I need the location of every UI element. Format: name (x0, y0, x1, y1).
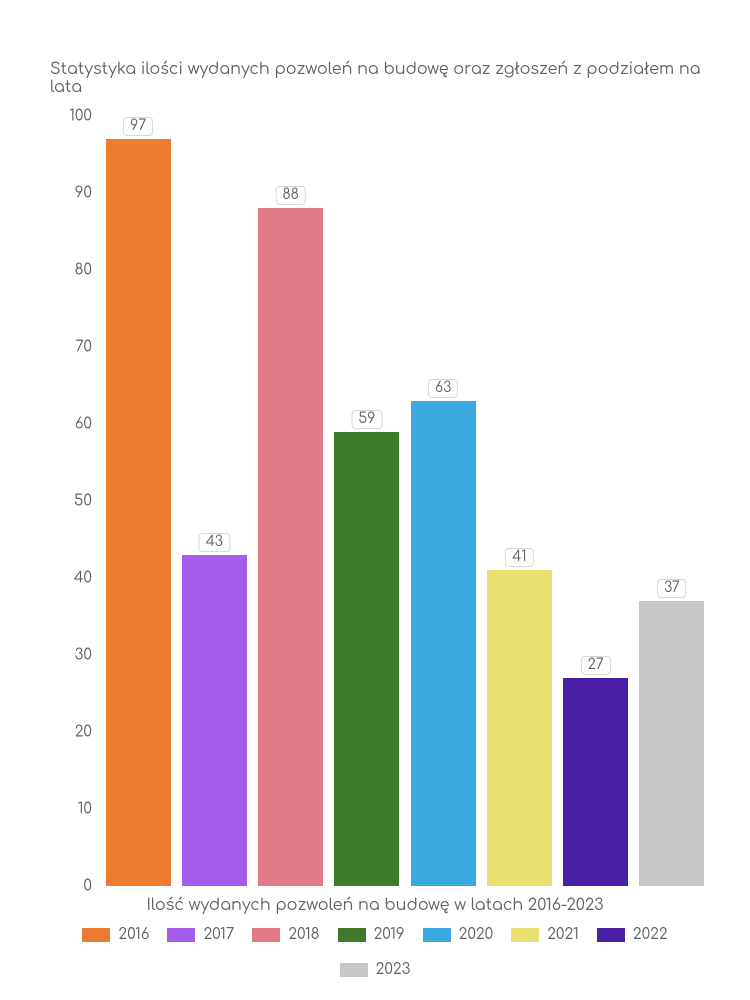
y-tick-label: 60 (75, 416, 92, 433)
y-tick-label: 50 (74, 493, 92, 510)
y-tick-label: 10 (78, 801, 92, 818)
bars-area: 9743885963412737 (100, 116, 710, 886)
chart-container: Statystyka ilości wydanych pozwoleń na b… (0, 0, 750, 1000)
y-tick-label: 70 (75, 339, 92, 356)
legend-label: 2023 (376, 961, 411, 978)
bar-2019: 59 (334, 432, 399, 886)
bar-value-label: 37 (657, 579, 687, 598)
y-tick-label: 30 (75, 647, 92, 664)
legend-swatch (511, 928, 539, 942)
legend-swatch (252, 928, 280, 942)
legend-item-2018: 2018 (252, 926, 319, 943)
bar-value-label: 97 (123, 117, 153, 136)
legend: 2016 2017 2018 2019 2020 2021 2022 2023 (40, 926, 710, 978)
y-tick-label: 0 (83, 878, 92, 895)
y-tick-label: 100 (69, 108, 92, 125)
legend-label: 2016 (118, 926, 149, 943)
bar-value-label: 63 (428, 379, 458, 398)
legend-label: 2020 (459, 926, 494, 943)
bar-2020: 63 (411, 401, 476, 886)
legend-label: 2022 (633, 926, 668, 943)
bar-value-label: 41 (505, 548, 533, 567)
bar-2016: 97 (106, 139, 171, 886)
legend-item-2017: 2017 (167, 926, 234, 943)
bar-2023: 37 (639, 601, 704, 886)
plot-area: 0102030405060708090100 9743885963412737 (40, 116, 710, 886)
legend-label: 2021 (547, 926, 579, 943)
legend-item-2019: 2019 (338, 926, 405, 943)
legend-swatch (423, 928, 451, 942)
bar-value-label: 43 (199, 533, 230, 552)
bar-value-label: 59 (351, 410, 382, 429)
y-axis: 0102030405060708090100 (40, 116, 100, 886)
bar-2022: 27 (563, 678, 628, 886)
legend-swatch (167, 928, 195, 942)
bar-value-label: 88 (275, 186, 306, 205)
y-tick-label: 20 (75, 724, 92, 741)
legend-item-2022: 2022 (597, 926, 668, 943)
legend-swatch (82, 928, 110, 942)
legend-item-2016: 2016 (82, 926, 149, 943)
chart-title: Statystyka ilości wydanych pozwoleń na b… (50, 60, 710, 96)
legend-swatch (340, 963, 368, 977)
legend-item-2023: 2023 (340, 961, 411, 978)
legend-item-2020: 2020 (423, 926, 494, 943)
y-tick-label: 40 (74, 570, 92, 587)
legend-label: 2017 (203, 926, 234, 943)
bar-2018: 88 (258, 208, 323, 886)
y-tick-label: 80 (75, 262, 92, 279)
legend-item-2021: 2021 (511, 926, 579, 943)
legend-swatch (597, 928, 625, 942)
y-tick-label: 90 (75, 185, 92, 202)
legend-label: 2019 (374, 926, 405, 943)
legend-swatch (338, 928, 366, 942)
x-axis-caption: Ilość wydanych pozwoleń na budowę w lata… (40, 896, 710, 914)
legend-label: 2018 (288, 926, 319, 943)
bar-2021: 41 (487, 570, 552, 886)
bar-value-label: 27 (581, 656, 611, 675)
bar-2017: 43 (182, 555, 247, 886)
